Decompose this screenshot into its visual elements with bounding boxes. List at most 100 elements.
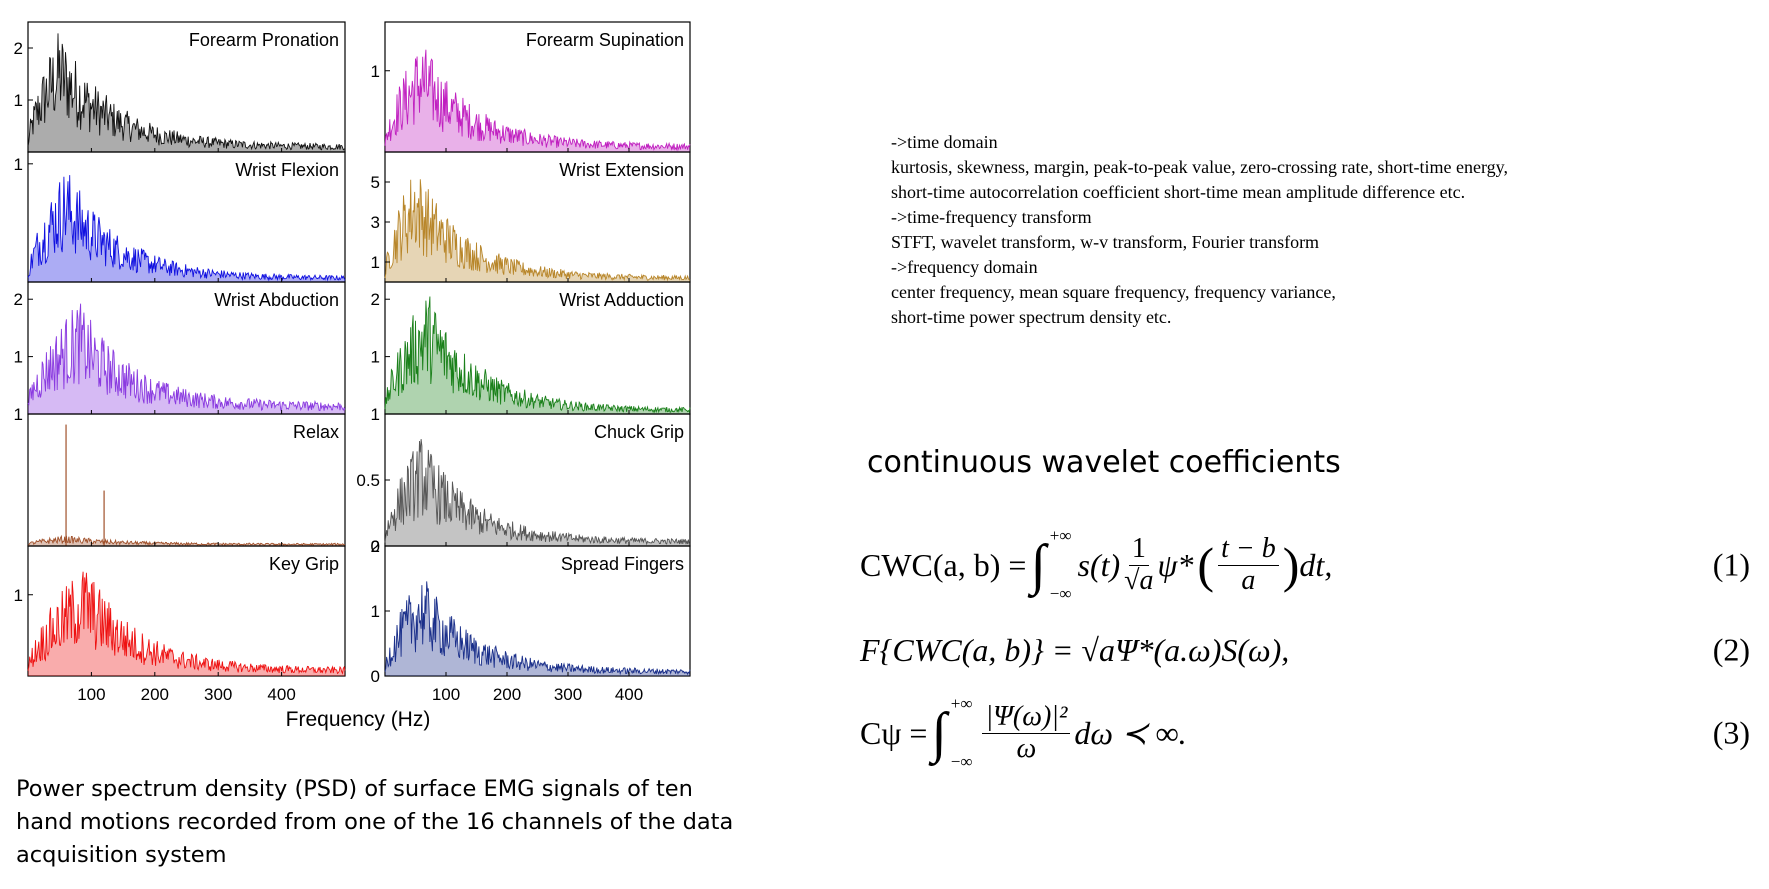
x-tick-label: 400	[615, 685, 643, 704]
y-tick-label: 1	[14, 405, 23, 424]
psd-line	[27, 571, 346, 675]
psd-area	[385, 439, 690, 546]
eq3-frac-bottom: ω	[1016, 732, 1037, 764]
y-tick-label: 2	[371, 537, 380, 556]
x-tick-label: 100	[432, 685, 460, 704]
equation-1: CWC(a, b) = ∫ +∞ −∞ s(t) 1 √a ψ* ( t − b…	[860, 520, 1760, 610]
panel-frame	[27, 545, 346, 677]
eq2-number: (2)	[1712, 631, 1750, 668]
paren-close: )	[1282, 537, 1300, 593]
panel-title: Spread Fingers	[561, 554, 684, 574]
y-tick-label: 2	[371, 290, 380, 309]
psd-area	[385, 296, 690, 414]
psd-line	[27, 303, 346, 412]
note-line: short-time autocorrelation coefficient s…	[891, 182, 1466, 202]
panel-title: Chuck Grip	[594, 422, 684, 442]
eq3-lower: −∞	[950, 752, 973, 771]
equation-2: F{CWC(a, b)} = √aΨ*(a.ω)S(ω), (2)	[860, 605, 1760, 695]
y-tick-label: 0.5	[356, 471, 380, 490]
eq3-tail: dω ≺ ∞.	[1074, 715, 1187, 751]
panel-title: Forearm Pronation	[189, 30, 339, 50]
eq3-frac: |Ψ(ω)|² ω	[982, 701, 1071, 765]
x-tick-label: 100	[77, 685, 105, 704]
panel-title: Wrist Extension	[559, 160, 684, 180]
y-tick-label: 2	[14, 39, 23, 58]
psd-area	[28, 303, 345, 414]
eq1-frac1-top: 1	[1128, 533, 1149, 566]
y-tick-label: 1	[14, 155, 23, 174]
x-tick-label: 400	[267, 685, 295, 704]
y-tick-label: 5	[371, 173, 380, 192]
psd-line	[384, 49, 691, 152]
integral-sign: ∫	[931, 702, 947, 764]
eq3-lhs: Cψ =	[860, 714, 928, 751]
cwt-heading: continuous wavelet coefficients	[867, 445, 1341, 480]
panel-title: Wrist Abduction	[214, 290, 339, 310]
eq1-frac2-bottom: a	[1241, 564, 1256, 596]
eq1-tail: dt,	[1299, 546, 1333, 583]
note-line: short-time power spectrum density etc.	[891, 307, 1172, 327]
eq1-lower: −∞	[1049, 584, 1072, 603]
note-line: center frequency, mean square frequency,…	[891, 282, 1336, 302]
feature-notes: ->time domain kurtosis, skewness, margin…	[891, 130, 1751, 330]
psd-line	[27, 33, 346, 151]
x-tick-label: 300	[554, 685, 582, 704]
panel-title: Wrist Adduction	[559, 290, 684, 310]
eq1-number: (1)	[1712, 546, 1750, 583]
eq2-text: F{CWC(a, b)} = √aΨ*(a.ω)S(ω),	[860, 631, 1290, 668]
note-line: ->time domain	[891, 132, 998, 152]
panel-title: Key Grip	[269, 554, 339, 574]
eq1-upper: +∞	[1049, 526, 1072, 545]
eq1-limits: +∞ −∞	[1050, 526, 1072, 604]
integral-sign: ∫	[1030, 534, 1046, 596]
eq1-frac1-bottom: √a	[1124, 564, 1154, 596]
y-tick-label: 1	[14, 91, 23, 110]
psd-figure: 1 2 Forearm Pronation 1 Forearm Supination 1 W…	[14, 21, 691, 731]
psd-line	[384, 439, 691, 546]
y-tick-label: 1	[371, 62, 380, 81]
note-line: ->time-frequency transform	[891, 207, 1092, 227]
x-tick-label: 300	[204, 685, 232, 704]
paren-open: (	[1197, 537, 1215, 593]
note-line: kurtosis, skewness, margin, peak-to-peak…	[891, 157, 1508, 177]
y-tick-label: 0	[371, 667, 380, 686]
y-tick-label: 0	[371, 537, 380, 556]
psd-area	[28, 175, 345, 282]
y-tick-label: 1	[371, 348, 380, 367]
y-tick-label: 3	[371, 213, 380, 232]
eq3-frac-top: |Ψ(ω)|²	[982, 701, 1071, 734]
equation-3: Cψ = ∫ +∞ −∞ |Ψ(ω)|² ω dω ≺ ∞. (3)	[860, 688, 1760, 778]
eq1-frac2: t − b a	[1218, 533, 1279, 597]
x-axis-title: Frequency (Hz)	[286, 708, 431, 731]
psd-line	[384, 296, 691, 414]
psd-area	[385, 179, 690, 282]
psd-area	[28, 33, 345, 152]
y-tick-label: 1	[14, 586, 23, 605]
eq1-lhs: CWC(a, b) =	[860, 546, 1027, 583]
psd-line	[27, 175, 346, 282]
y-tick-label: 1	[371, 405, 380, 424]
psd-line	[384, 179, 691, 282]
y-tick-label: 1	[14, 348, 23, 367]
eq3-number: (3)	[1712, 714, 1750, 751]
note-line: STFT, wavelet transform, w-v transform, …	[891, 232, 1320, 252]
eq1-frac1: 1 √a	[1124, 533, 1154, 597]
x-tick-label: 200	[141, 685, 169, 704]
eq1-psi: ψ*	[1157, 546, 1194, 583]
eq3-limits: +∞ −∞	[951, 694, 973, 772]
panel-title: Forearm Supination	[526, 30, 684, 50]
eq1-integrand: s(t)	[1077, 546, 1121, 583]
y-tick-label: 1	[371, 253, 380, 272]
note-line: ->frequency domain	[891, 257, 1038, 277]
y-tick-label: 2	[14, 290, 23, 309]
figure-caption: Power spectrum density (PSD) of surface …	[16, 776, 734, 868]
eq3-upper: +∞	[950, 694, 973, 713]
psd-area	[28, 535, 345, 546]
eq1-frac2-top: t − b	[1218, 533, 1279, 566]
x-tick-label: 200	[493, 685, 521, 704]
panel-title: Wrist Flexion	[235, 160, 339, 180]
psd-line	[27, 534, 346, 547]
y-tick-label: 1	[371, 602, 380, 621]
psd-area	[385, 581, 690, 676]
psd-line	[384, 581, 691, 676]
